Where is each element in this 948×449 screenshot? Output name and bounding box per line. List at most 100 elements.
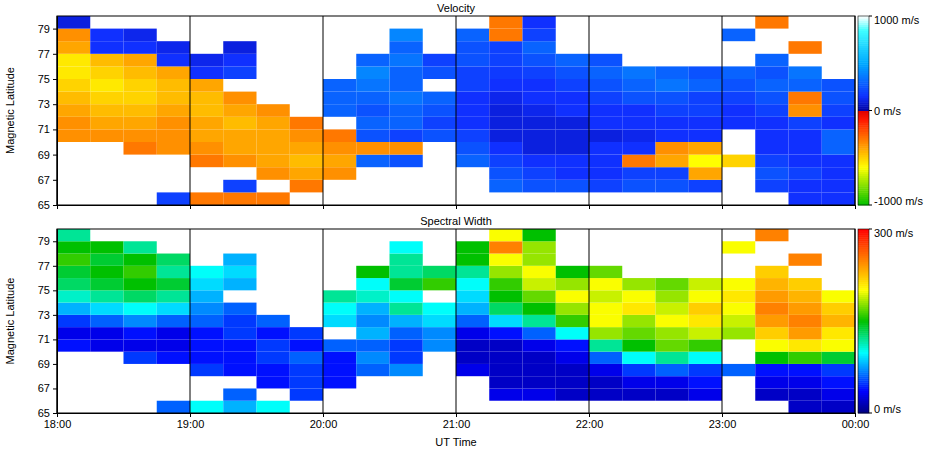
cell — [489, 92, 522, 105]
cell — [190, 401, 223, 413]
cell — [489, 327, 522, 339]
cell — [523, 16, 556, 29]
cell — [57, 104, 90, 117]
cell — [556, 117, 589, 130]
cell — [456, 104, 489, 117]
cell — [223, 401, 256, 413]
cell — [124, 129, 157, 142]
cell — [523, 376, 556, 388]
cell — [456, 92, 489, 105]
tick-label: 65 — [38, 407, 50, 419]
cell — [489, 388, 522, 400]
cell — [90, 339, 123, 351]
cell — [722, 155, 755, 168]
cell — [423, 54, 456, 67]
grid — [57, 229, 855, 413]
cell — [822, 92, 855, 105]
cell — [356, 266, 389, 278]
tick-mark — [53, 266, 57, 267]
cell — [589, 364, 622, 376]
cell — [356, 104, 389, 117]
cell — [90, 266, 123, 278]
cell — [124, 79, 157, 92]
cell — [124, 339, 157, 351]
cell — [124, 117, 157, 130]
cell — [124, 241, 157, 253]
cell — [755, 315, 788, 327]
cell — [689, 142, 722, 155]
cell — [656, 352, 689, 364]
cell — [689, 303, 722, 315]
cell — [157, 142, 190, 155]
cell — [789, 401, 822, 413]
cell — [523, 180, 556, 193]
cell — [789, 290, 822, 302]
cell — [90, 92, 123, 105]
cell — [589, 117, 622, 130]
cell — [589, 339, 622, 351]
cell — [689, 180, 722, 193]
cell — [489, 303, 522, 315]
cell — [323, 129, 356, 142]
cell — [523, 254, 556, 266]
cell — [390, 290, 423, 302]
cell — [223, 254, 256, 266]
cell — [523, 315, 556, 327]
cell — [157, 192, 190, 205]
grid-line — [722, 16, 723, 205]
tick-mark — [53, 388, 57, 389]
cell — [257, 192, 290, 205]
cell — [390, 352, 423, 364]
cell — [489, 41, 522, 54]
cell — [789, 66, 822, 79]
tick-label: 23:00 — [709, 418, 737, 430]
cell — [556, 315, 589, 327]
cell — [789, 352, 822, 364]
cell — [722, 79, 755, 92]
tick-label: 65 — [38, 199, 50, 211]
tick-mark — [53, 315, 57, 316]
cell — [789, 180, 822, 193]
cell — [822, 155, 855, 168]
cell — [456, 66, 489, 79]
cell — [755, 155, 788, 168]
tick: 65 — [38, 407, 57, 419]
cell — [622, 129, 655, 142]
cell — [489, 79, 522, 92]
cell — [57, 327, 90, 339]
tick: 75 — [38, 73, 57, 85]
tick-label: 19:00 — [177, 418, 205, 430]
cell — [622, 327, 655, 339]
cell — [157, 315, 190, 327]
tick-mark — [589, 205, 590, 209]
cell — [523, 388, 556, 400]
cell — [390, 129, 423, 142]
cell — [423, 117, 456, 130]
cell — [722, 117, 755, 130]
cell — [489, 339, 522, 351]
cell — [190, 92, 223, 105]
cell — [589, 315, 622, 327]
colorbar-label: 300 m/s — [874, 227, 914, 239]
tick — [589, 205, 590, 209]
cell — [755, 339, 788, 351]
cell — [789, 79, 822, 92]
cell — [124, 92, 157, 105]
cell — [456, 352, 489, 364]
cell — [456, 339, 489, 351]
cell — [190, 290, 223, 302]
cell — [223, 117, 256, 130]
cell — [190, 117, 223, 130]
cell — [390, 364, 423, 376]
cell — [423, 92, 456, 105]
cell — [755, 290, 788, 302]
cell — [489, 66, 522, 79]
cell — [323, 142, 356, 155]
cell — [722, 364, 755, 376]
cell — [789, 117, 822, 130]
cell — [589, 79, 622, 92]
cell — [656, 79, 689, 92]
cell — [523, 92, 556, 105]
cell — [223, 339, 256, 351]
cell — [90, 29, 123, 42]
